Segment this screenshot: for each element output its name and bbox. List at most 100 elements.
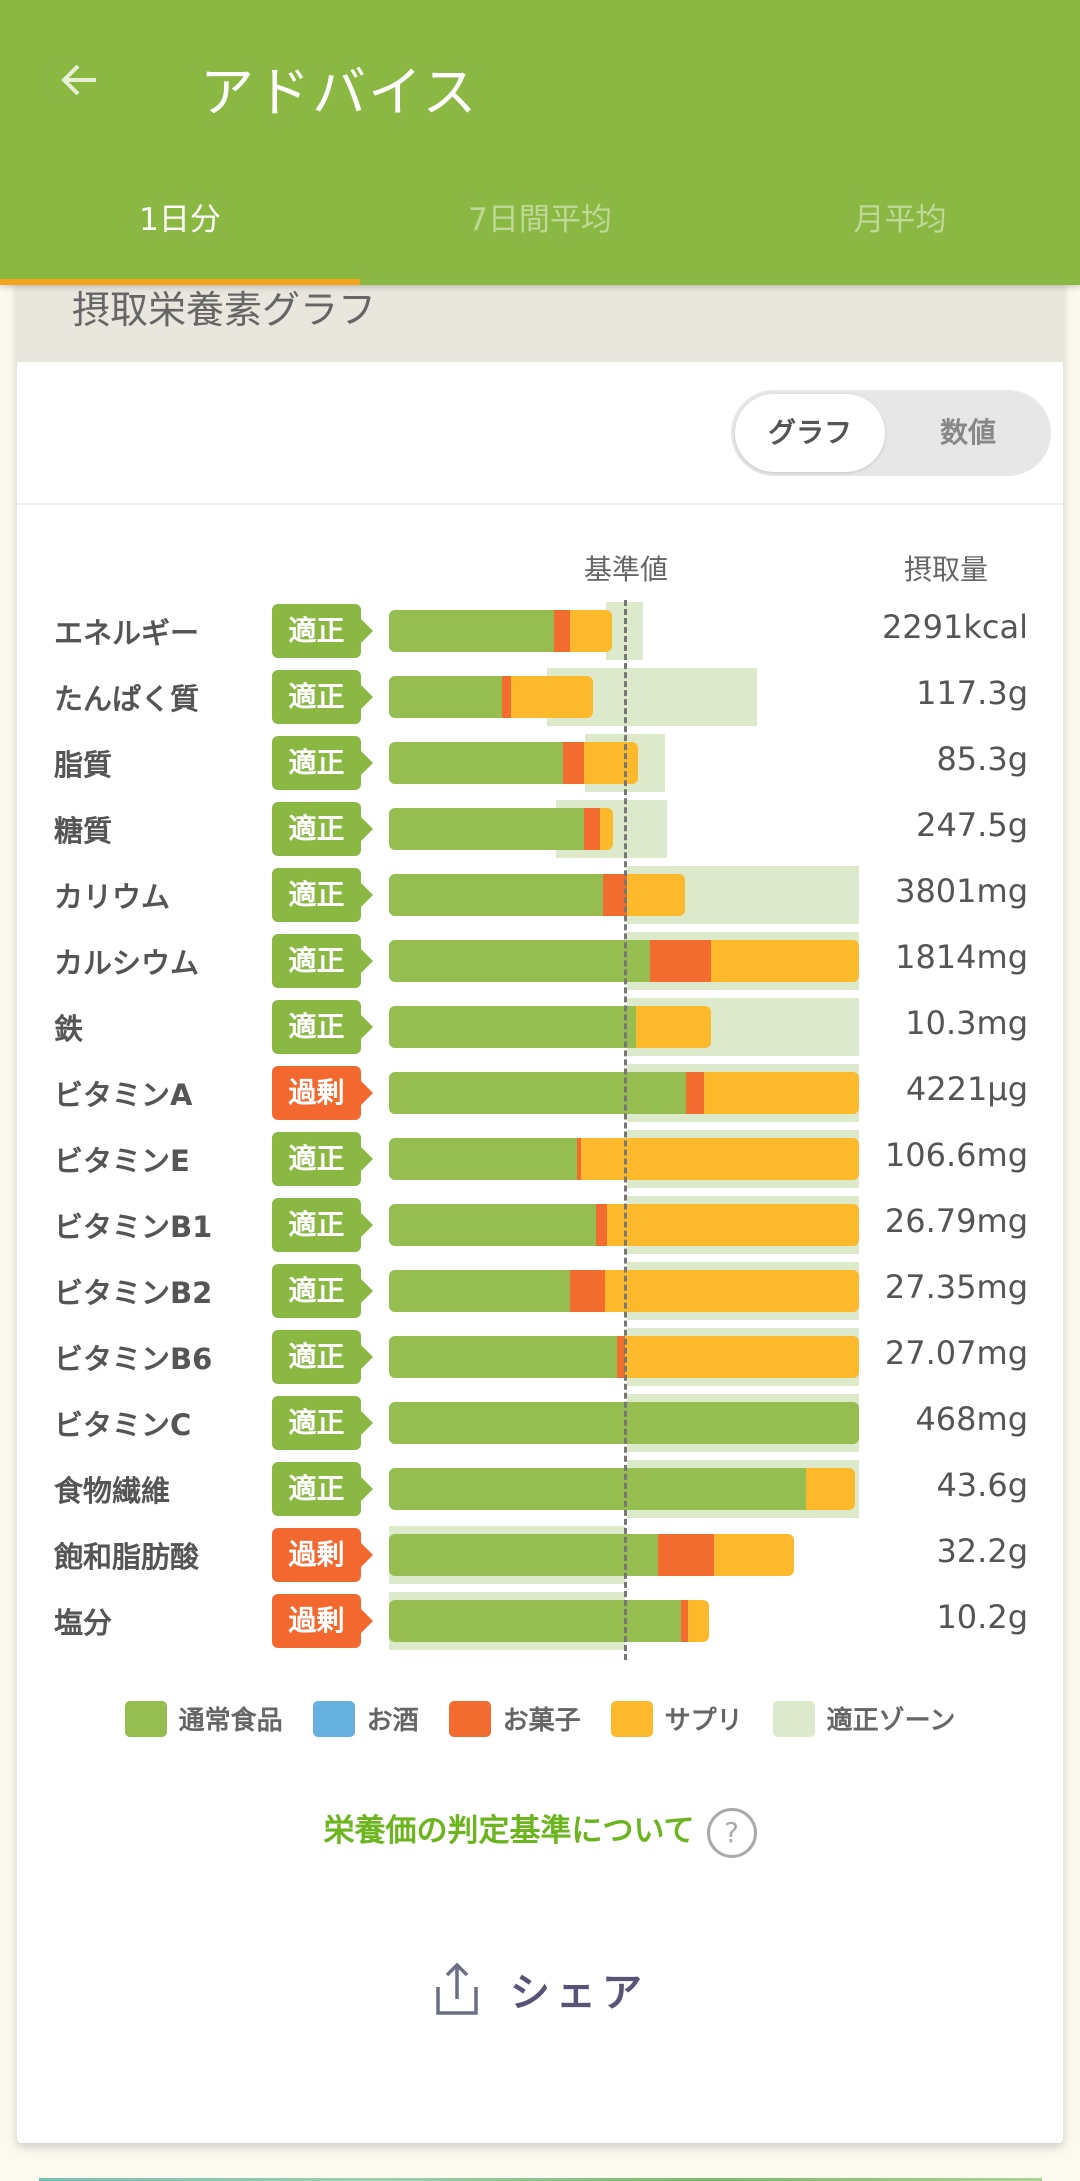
share-icon	[436, 1962, 478, 2015]
legend-swatch	[312, 1700, 355, 1737]
bar-sweets	[657, 1534, 714, 1576]
intake-amount: 106.6mg	[884, 1136, 1028, 1174]
legend-item-sweets: お菓子	[448, 1700, 581, 1737]
app-bar: アドバイス 1日分 7日間平均 月平均	[0, 0, 1080, 285]
status-badge: 適正	[272, 736, 373, 790]
bar-track	[389, 1126, 859, 1192]
bar-supplement	[607, 1204, 859, 1246]
bar-track	[389, 1060, 859, 1126]
bar-supplement	[511, 676, 593, 718]
nutrient-row: エネルギー 適正 2291kcal	[17, 598, 1063, 664]
bar-track	[389, 1588, 859, 1654]
bar-track	[389, 862, 859, 928]
legend-swatch	[610, 1700, 653, 1737]
legend-item-supplement: サプリ	[610, 1700, 743, 1737]
nutrient-row: 鉄 適正 10.3mg	[17, 994, 1063, 1060]
nutrient-row: たんぱく質 適正 117.3g	[17, 664, 1063, 730]
bar-track	[389, 664, 859, 730]
bar-supplement	[569, 610, 612, 652]
bar-regular	[389, 1072, 687, 1114]
bar-regular	[389, 1270, 570, 1312]
toggle-graph[interactable]: グラフ	[735, 394, 885, 472]
nutrient-name: 鉄	[54, 1012, 84, 1046]
bar-regular	[389, 808, 585, 850]
intake-amount: 4221μg	[905, 1070, 1028, 1108]
nutrient-row: 食物繊維 適正 43.6g	[17, 1456, 1063, 1522]
bar-supplement	[636, 1006, 711, 1048]
status-badge: 適正	[272, 868, 373, 922]
bar-sweets	[501, 676, 512, 718]
period-tabs: 1日分 7日間平均 月平均	[0, 185, 1080, 285]
nutrient-graph-card: 摂取栄養素グラフ グラフ 数値 基準値 摂取量 エネルギー 適正 2291kcal た…	[17, 270, 1063, 2143]
nutrient-name: カリウム	[54, 880, 171, 914]
bottom-banner	[39, 2178, 1042, 2181]
toggle-numeric[interactable]: 数値	[939, 416, 996, 449]
status-badge: 適正	[272, 934, 373, 988]
back-button[interactable]	[50, 50, 110, 110]
bar-track	[389, 1522, 859, 1588]
nutrient-row: 塩分 過剰 10.2g	[17, 1588, 1063, 1654]
bar-track	[389, 730, 859, 796]
bar-regular	[389, 1600, 681, 1642]
bar-supplement	[703, 1072, 859, 1114]
intake-amount: 3801mg	[895, 872, 1028, 910]
criteria-link[interactable]: 栄養価の判定基準について?	[17, 1805, 1063, 1858]
bar-regular	[389, 610, 554, 652]
bar-track	[389, 1258, 859, 1324]
bar-regular	[389, 1006, 637, 1048]
legend-item-alcohol: お酒	[312, 1700, 419, 1737]
status-badge: 適正	[272, 1198, 373, 1252]
bar-supplement	[624, 1336, 859, 1378]
nutrient-row: 飽和脂肪酸 過剰 32.2g	[17, 1522, 1063, 1588]
status-badge: 適正	[272, 1264, 373, 1318]
bar-supplement	[605, 1270, 859, 1312]
bar-sweets	[602, 874, 627, 916]
share-label: シェア	[510, 1970, 648, 2016]
criteria-link-label: 栄養価の判定基準について	[323, 1813, 695, 1849]
bar-sweets	[595, 1204, 608, 1246]
status-badge: 適正	[272, 604, 373, 658]
bar-supplement	[805, 1468, 855, 1510]
bar-supplement	[626, 874, 686, 916]
nutrient-name: ビタミンB1	[54, 1210, 213, 1244]
intake-amount: 27.35mg	[884, 1268, 1028, 1306]
share-button[interactable]: シェア	[17, 1960, 1063, 2018]
bar-track	[389, 1324, 859, 1390]
nutrient-name: 糖質	[54, 814, 113, 848]
bar-sweets	[680, 1600, 688, 1642]
bar-supplement	[581, 1138, 859, 1180]
legend: 通常食品 お酒 お菓子 サプリ 適正ゾーン	[17, 1700, 1063, 1737]
nutrient-name: ビタミンE	[54, 1144, 190, 1178]
nutrient-name: ビタミンB2	[54, 1276, 213, 1310]
bar-regular	[389, 742, 563, 784]
arrow-left-icon	[61, 64, 96, 96]
nutrient-row: 脂質 適正 85.3g	[17, 730, 1063, 796]
legend-item-zone: 適正ゾーン	[772, 1700, 955, 1737]
tab-one-day[interactable]: 1日分	[139, 202, 221, 238]
tab-seven-day-average[interactable]: 7日間平均	[468, 202, 612, 238]
view-toggle[interactable]: グラフ 数値	[731, 390, 1051, 476]
nutrient-row: ビタミンA 過剰 4221μg	[17, 1060, 1063, 1126]
legend-swatch	[772, 1700, 815, 1737]
nutrient-row: ビタミンB6 適正 27.07mg	[17, 1324, 1063, 1390]
bar-sweets	[553, 610, 570, 652]
amount-header: 摂取量	[903, 553, 988, 586]
nutrient-row: ビタミンE 適正 106.6mg	[17, 1126, 1063, 1192]
bar-regular	[389, 874, 603, 916]
nutrient-name: 食物繊維	[54, 1474, 171, 1508]
status-badge: 過剰	[272, 1066, 373, 1120]
help-icon[interactable]: ?	[706, 1807, 757, 1858]
intake-amount: 1814mg	[895, 938, 1028, 976]
nutrient-row: 糖質 適正 247.5g	[17, 796, 1063, 862]
tab-monthly-average[interactable]: 月平均	[853, 202, 947, 238]
bar-track	[389, 1192, 859, 1258]
nutrient-row: カルシウム 適正 1814mg	[17, 928, 1063, 994]
status-badge: 適正	[272, 1330, 373, 1384]
nutrient-name: エネルギー	[54, 616, 200, 650]
legend-swatch	[448, 1700, 491, 1737]
status-badge: 適正	[272, 1000, 373, 1054]
bar-track	[389, 994, 859, 1060]
bar-regular	[389, 1468, 806, 1510]
nutrient-name: ビタミンC	[54, 1408, 192, 1442]
status-badge: 適正	[272, 1396, 373, 1450]
